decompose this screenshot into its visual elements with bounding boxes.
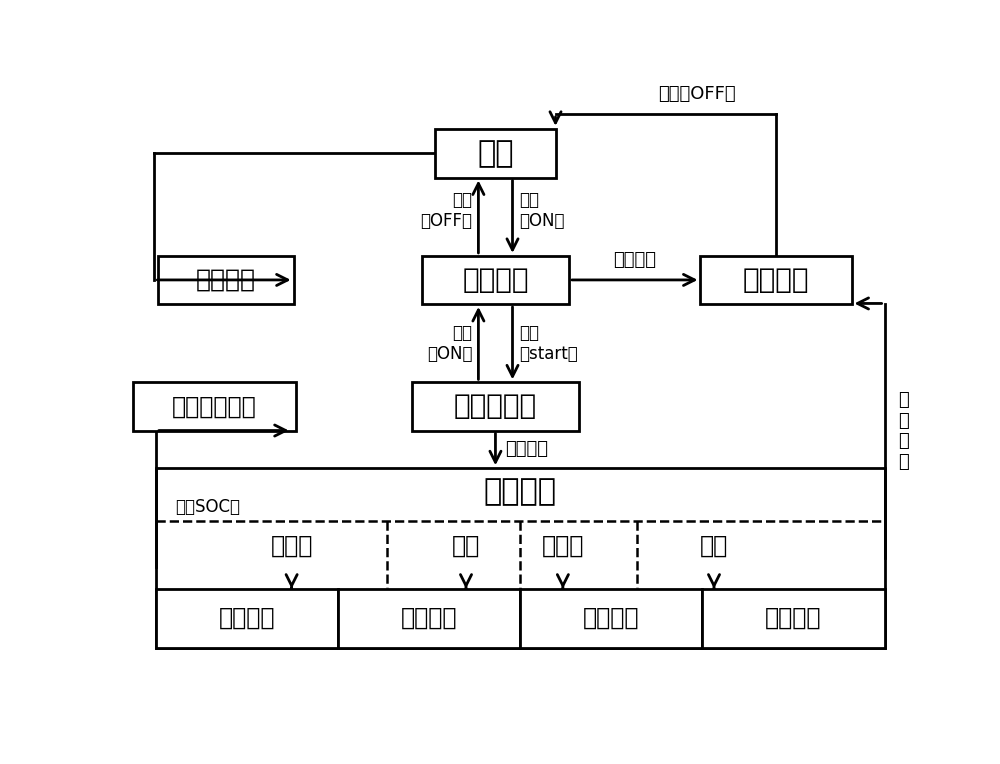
FancyBboxPatch shape [435,129,556,177]
FancyBboxPatch shape [412,382,579,431]
Text: 前进档: 前进档 [270,534,313,558]
Text: 倒退档: 倒退档 [542,534,584,558]
FancyBboxPatch shape [702,589,885,648]
FancyBboxPatch shape [156,468,885,648]
Text: 钥匙
（ON）: 钥匙 （ON） [427,324,472,363]
Text: 驱动模式: 驱动模式 [484,478,557,507]
Text: 怠速模式: 怠速模式 [401,606,457,630]
FancyBboxPatch shape [520,589,702,648]
FancyBboxPatch shape [700,256,852,304]
FancyBboxPatch shape [422,256,569,304]
Text: 出
现
故
障: 出 现 故 障 [898,390,909,471]
Text: 能量不足模式: 能量不足模式 [172,394,256,419]
Text: 制动模式: 制动模式 [765,606,822,630]
Text: 前进模式: 前进模式 [219,606,275,630]
Text: 出现故障: 出现故障 [613,251,656,270]
FancyBboxPatch shape [338,589,520,648]
Text: 倒退模式: 倒退模式 [583,606,640,630]
Text: 钥匙
（start）: 钥匙 （start） [519,324,577,363]
Text: 制动: 制动 [700,534,728,558]
Text: 充电模式: 充电模式 [196,268,256,292]
Text: 钥匙
（OFF）: 钥匙 （OFF） [420,192,472,230]
Text: 故障模式: 故障模式 [743,266,809,294]
Text: 钥匙（OFF）: 钥匙（OFF） [658,86,736,103]
FancyBboxPatch shape [156,589,338,648]
Text: 预驾驶模式: 预驾驶模式 [454,393,537,420]
FancyBboxPatch shape [133,382,296,431]
Text: 系统就绪: 系统就绪 [462,266,529,294]
Text: 空档: 空档 [452,534,480,558]
Text: 钥匙
（ON）: 钥匙 （ON） [519,192,564,230]
Text: 电池SOC低: 电池SOC低 [175,498,240,516]
Text: 系统正常: 系统正常 [505,440,548,458]
FancyBboxPatch shape [158,256,294,304]
Text: 停车: 停车 [477,139,514,168]
